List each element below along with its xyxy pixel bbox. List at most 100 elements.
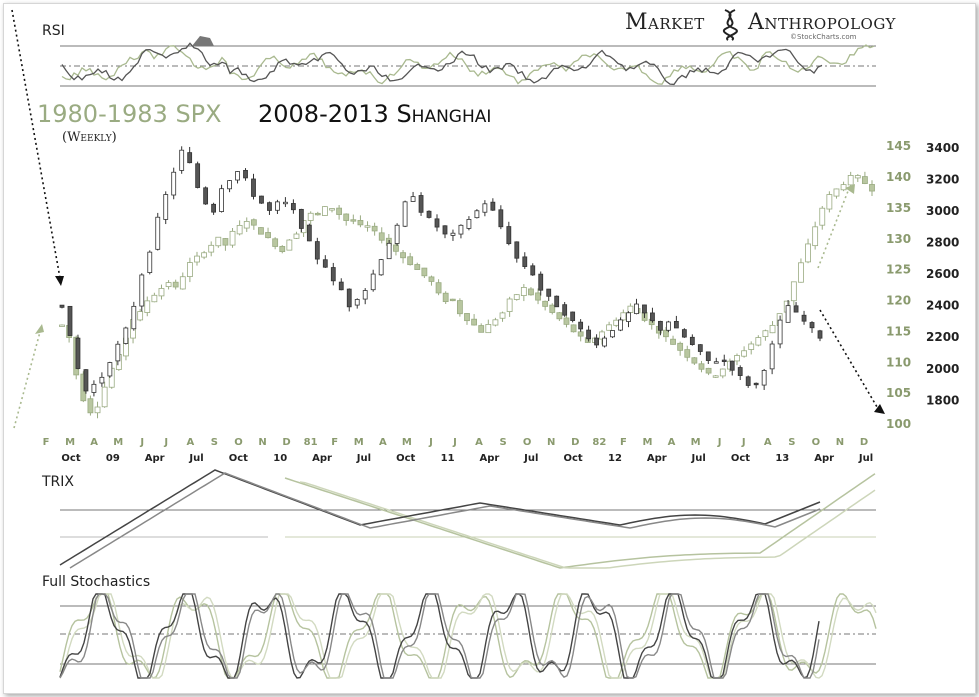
candle-body <box>211 203 217 213</box>
candle-body <box>258 227 264 235</box>
candle-body <box>203 187 209 205</box>
x-tick-dark: 10 <box>273 453 287 464</box>
candle-body <box>201 252 208 258</box>
brand-left: Market <box>625 10 705 35</box>
candle-body <box>426 210 432 218</box>
stochastics-label: Full Stochastics <box>42 574 150 590</box>
candle-body <box>343 213 350 221</box>
x-tick-dark: Oct <box>563 453 582 464</box>
candle-body <box>499 312 506 319</box>
x-tick-dark: Oct <box>396 453 415 464</box>
candle-body <box>236 225 243 235</box>
candle-body <box>165 282 172 288</box>
candle-body <box>485 324 492 334</box>
candle-body <box>602 337 607 347</box>
spx-tick-label: 105 <box>886 386 911 400</box>
spx-tick-label: 125 <box>886 263 911 277</box>
candle-body <box>474 210 480 219</box>
candle-body <box>195 163 201 188</box>
candle-body <box>428 276 435 282</box>
x-tick-dark: Jul <box>188 453 203 464</box>
x-tick-dark: 09 <box>106 453 120 464</box>
candle-body <box>314 212 321 216</box>
x-tick-dark: Apr <box>814 453 834 464</box>
candle-body <box>450 232 456 236</box>
candle-body <box>697 344 703 352</box>
candle-body <box>801 314 807 322</box>
candle-body <box>506 298 513 312</box>
candle-body <box>520 287 527 296</box>
x-tick-green: 81 <box>304 437 318 448</box>
candle-body <box>362 290 368 300</box>
candle-body <box>139 274 145 307</box>
candle-body <box>610 330 615 338</box>
x-tick-green: J <box>452 437 457 448</box>
candle-body <box>658 320 663 331</box>
candle-body <box>393 244 399 252</box>
candle-body <box>769 324 776 334</box>
x-tick-green: D <box>282 437 290 448</box>
trix-shanghai-line <box>59 469 821 566</box>
arrow-head-lower-right <box>874 404 885 414</box>
candle-body <box>386 242 392 260</box>
candle-body <box>594 337 599 346</box>
candle-body <box>762 330 769 338</box>
candle-body <box>535 292 541 301</box>
candle-body <box>713 361 719 364</box>
x-tick-green: J <box>741 437 746 448</box>
candle-body <box>578 321 584 330</box>
arrow-upper-right <box>817 185 851 269</box>
x-tick-dark: Apr <box>479 453 499 464</box>
candle-body <box>410 196 416 202</box>
candle-body <box>151 294 158 303</box>
trix-shanghai-signal <box>69 472 821 569</box>
candle-body <box>464 313 470 322</box>
candle-body <box>131 305 137 330</box>
candle-body <box>854 175 861 179</box>
title-weekly: (Weekly) <box>62 130 117 145</box>
x-tick-green: S <box>788 437 795 448</box>
candle-body <box>522 256 528 267</box>
x-tick-green: M <box>642 437 652 448</box>
candle-body <box>673 320 679 329</box>
candle-body <box>840 184 847 191</box>
x-tick-green: N <box>547 437 555 448</box>
annotation-arrows <box>11 9 885 429</box>
x-tick-green: M <box>113 437 123 448</box>
candle-body <box>606 324 613 331</box>
x-tick-green: O <box>523 437 532 448</box>
rsi-panel <box>60 36 876 87</box>
candle-body <box>745 376 751 386</box>
candle-body <box>826 194 833 210</box>
candle-body <box>265 232 271 239</box>
candle-body <box>761 370 767 386</box>
candle-body <box>208 244 215 253</box>
candle-body <box>869 184 875 192</box>
shanghai-price-axis: 3400 3200 3000 2800 2600 2400 2200 2000 1800 <box>926 141 959 407</box>
candle-body <box>251 178 256 197</box>
brand-source: ©StockCharts.com <box>790 33 857 41</box>
x-tick-dark: Apr <box>145 453 165 464</box>
candle-body <box>407 256 414 266</box>
x-tick-dark: 12 <box>608 453 622 464</box>
candle-body <box>350 219 357 222</box>
candle-body <box>186 262 193 278</box>
brand-right: Anthropology <box>747 10 897 35</box>
spx-tick-label: 145 <box>886 139 911 153</box>
x-tick-dark: Oct <box>229 453 248 464</box>
trix-label: TRIX <box>41 474 74 490</box>
candle-body <box>155 216 161 250</box>
shanghai-tick-label: 2200 <box>926 330 959 344</box>
candle-body <box>456 300 463 315</box>
candle-body <box>402 201 408 227</box>
arrow-bottom-left <box>13 331 41 429</box>
x-tick-dark: Apr <box>647 453 667 464</box>
candle-body <box>171 171 177 196</box>
spx-tick-label: 110 <box>886 355 911 369</box>
rsi-overbought-fill <box>192 36 214 46</box>
candle-body <box>357 220 364 226</box>
x-tick-green: N <box>258 437 266 448</box>
x-tick-dark: 11 <box>441 453 455 464</box>
x-tick-dark: Jul <box>690 453 705 464</box>
